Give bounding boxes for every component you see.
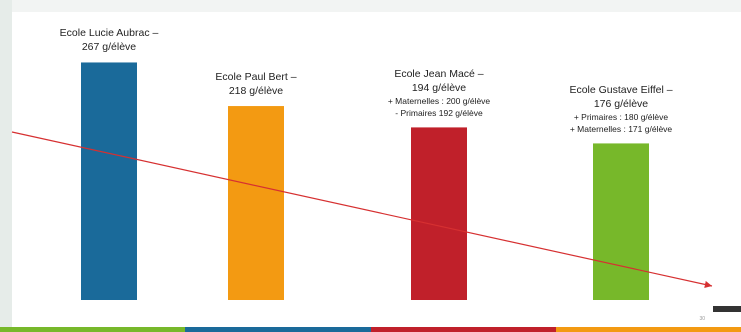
bar-3: [411, 127, 467, 301]
left-strip: [0, 0, 12, 332]
bar-label-3: Ecole Jean Macé –194 g/élève + Maternelle…: [349, 67, 529, 119]
bar-label-1: Ecole Lucie Aubrac –267 g/élève: [19, 26, 199, 54]
trend-arrow: [11, 131, 713, 288]
top-shade: [12, 0, 741, 12]
footer-segment-orange: [555, 327, 741, 332]
bar-label-4: Ecole Gustave Eiffel –176 g/élève + Prima…: [531, 83, 711, 135]
detail-label: + Primaires : 180 g/élève: [573, 112, 669, 123]
footer-segment-blue: [185, 327, 371, 332]
value-label: 176 g/élève: [593, 98, 649, 111]
detail-label: - Primaires 192 g/élève: [395, 108, 483, 119]
school-name: Ecole Paul Bert –: [215, 71, 297, 84]
bar-label-2: Ecole Paul Bert –218 g/élève: [166, 70, 346, 98]
value-label: 194 g/élève: [411, 82, 467, 95]
bar-4: [593, 143, 649, 300]
school-name: Ecole Lucie Aubrac –: [59, 27, 159, 40]
value-label: 267 g/élève: [81, 41, 137, 54]
value-label: 218 g/élève: [228, 85, 284, 98]
slide-tab: [713, 306, 741, 312]
footer-segment-red: [370, 327, 556, 332]
footer-color-band: [0, 327, 741, 332]
bar-2: [228, 106, 284, 300]
detail-label: + Maternelles : 171 g/élève: [569, 124, 673, 135]
footer-segment-green: [0, 327, 186, 332]
detail-label: + Maternelles : 200 g/élève: [387, 96, 491, 107]
school-name: Ecole Jean Macé –: [394, 68, 484, 81]
bar-1: [81, 62, 137, 301]
school-name: Ecole Gustave Eiffel –: [569, 84, 673, 97]
page-number: 30: [699, 316, 705, 322]
